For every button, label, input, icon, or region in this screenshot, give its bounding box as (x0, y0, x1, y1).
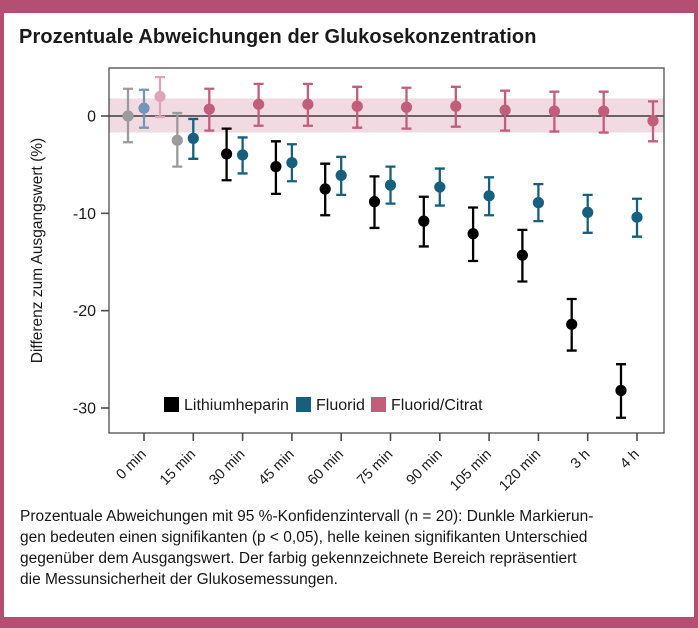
legend-swatch (164, 397, 179, 412)
x-tick-label: 4 h (617, 447, 643, 473)
x-tick-label: 3 h (568, 447, 594, 473)
y-tick-label: -10 (73, 206, 96, 223)
caption-line: Prozentuale Abweichungen mit 95 %-Konfid… (20, 508, 594, 525)
caption-line: gen bedeuten einen signifikanten (p < 0,… (20, 529, 588, 546)
data-point (253, 98, 265, 110)
data-point (138, 102, 150, 114)
chart-title: Prozentuale Abweichungen der Glukosekonz… (19, 26, 537, 48)
data-point (598, 105, 610, 117)
data-point (516, 249, 529, 261)
data-point (286, 157, 298, 169)
data-point (548, 105, 561, 117)
legend-label: Lithiumheparin (184, 397, 289, 414)
data-point (203, 103, 215, 115)
data-point (631, 211, 643, 223)
data-point (302, 98, 314, 110)
x-tick-label: 0 min (113, 447, 149, 483)
data-point (647, 115, 659, 127)
data-point (368, 196, 381, 208)
y-axis-label: Differenz zum Ausgangswert (%) (29, 138, 46, 363)
legend-label: Fluorid (316, 397, 365, 414)
y-tick-label: -20 (73, 303, 96, 320)
plot-frame (108, 67, 665, 434)
x-tick-label: 45 min (256, 447, 298, 489)
data-point (319, 183, 331, 195)
caption-line: gegenüber dem Ausgangswert. Der farbig g… (20, 550, 577, 567)
data-point (187, 132, 199, 144)
y-tick-label: 0 (87, 109, 96, 126)
legend-swatch (371, 397, 386, 412)
data-point (400, 101, 413, 113)
data-point (483, 190, 495, 202)
top-accent-bar (4, 0, 694, 13)
data-point (467, 228, 479, 240)
caption-line: die Messunsicherheit der Glukosemessunge… (20, 571, 338, 588)
x-tick-label: 90 min (404, 447, 446, 489)
data-point (566, 318, 578, 330)
data-point (335, 169, 347, 181)
data-point (384, 179, 397, 191)
legend-label: Fluorid/Citrat (391, 397, 483, 414)
glucose-deviation-chart: 0 -10 -20 -30 0 min 15 min 30 min 45 min 60 min 7… (29, 67, 665, 495)
data-point (122, 110, 134, 122)
x-tick-label: 105 min (447, 447, 495, 495)
data-point (237, 149, 249, 161)
data-point (532, 197, 545, 209)
data-point (171, 134, 183, 146)
bottom-accent-bar (4, 617, 694, 628)
x-tick-label: 60 min (305, 447, 347, 489)
data-point (499, 104, 511, 116)
x-tick-label: 30 min (206, 447, 248, 489)
x-tick-label: 120 min (496, 447, 544, 495)
data-point (221, 148, 233, 160)
data-point (270, 161, 282, 173)
legend-swatch (296, 397, 311, 412)
data-point (434, 181, 446, 193)
x-tick-label: 15 min (157, 447, 199, 489)
data-point (450, 100, 462, 112)
y-tick-label: -30 (73, 400, 96, 417)
figure-caption: Prozentuale Abweichungen mit 95 %-Konfid… (20, 506, 678, 590)
data-point (351, 100, 363, 112)
data-point (418, 215, 430, 227)
data-point (582, 206, 594, 218)
x-tick-label: 75 min (354, 447, 396, 489)
data-point (154, 90, 166, 103)
data-point (615, 384, 627, 397)
